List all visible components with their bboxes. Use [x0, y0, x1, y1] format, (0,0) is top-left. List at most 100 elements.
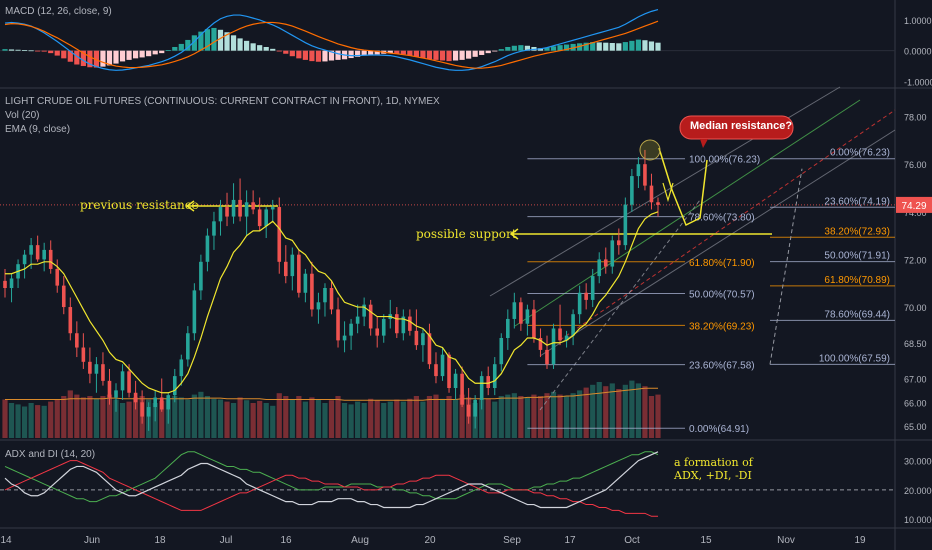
macd-histogram-bar — [459, 50, 465, 60]
candle-body — [603, 259, 608, 267]
volume-bar — [230, 403, 237, 438]
candle-body — [564, 335, 569, 341]
candle-body — [114, 390, 118, 398]
macd-histogram-bar — [531, 46, 537, 51]
volume-bar — [93, 398, 100, 438]
macd-label: MACD (12, 26, close, 9) — [5, 6, 112, 17]
volume-bar — [485, 398, 491, 438]
macd-histogram-bar — [15, 49, 21, 51]
candle-body — [186, 333, 190, 360]
candle-body — [22, 254, 27, 265]
macd-histogram-bar — [283, 50, 289, 54]
candle-body — [172, 376, 177, 396]
x-tick-label: Aug — [351, 535, 369, 546]
volume-bar — [185, 399, 191, 438]
x-tick-label: Oct — [624, 535, 640, 546]
macd-histogram-bar — [387, 50, 393, 54]
candle-body — [3, 280, 7, 288]
price-tick-label: 70.00 — [904, 303, 927, 313]
volume-bar — [407, 398, 413, 438]
macd-histogram-bar — [400, 50, 406, 55]
volume-bar — [590, 384, 596, 438]
volume-bar — [368, 398, 374, 438]
candle-body — [362, 304, 366, 317]
macd-histogram-bar — [616, 43, 622, 51]
candle-body — [94, 364, 99, 374]
volume-bar — [511, 393, 517, 438]
candle-body — [48, 249, 53, 269]
candle-body — [368, 304, 373, 329]
channel-lower — [539, 129, 896, 357]
volume-bar — [335, 396, 341, 438]
macd-histogram-bar — [74, 50, 80, 65]
vol-label: Vol (20) — [5, 110, 40, 121]
volume-bar — [479, 399, 485, 438]
x-tick-label: 17 — [564, 535, 576, 546]
x-tick-label: 18 — [154, 535, 166, 546]
macd-histogram-bar — [518, 45, 524, 51]
volume-bar — [87, 396, 93, 438]
candle-body — [355, 316, 360, 324]
volume-bar — [622, 384, 628, 438]
candle-body — [199, 261, 203, 291]
macd-histogram-bar — [198, 31, 204, 51]
candle-body — [225, 207, 229, 217]
macd-histogram-bar — [126, 50, 132, 60]
macd-histogram-bar — [191, 35, 197, 51]
candle-body — [81, 347, 86, 362]
macd-histogram-bar — [642, 40, 648, 51]
candle-body — [584, 292, 588, 300]
fib-right-level-label: 78.60%(69.44) — [824, 309, 890, 320]
macd-histogram-bar — [361, 50, 367, 56]
projection-arrowhead — [662, 182, 674, 203]
candle-body — [310, 273, 314, 310]
macd-histogram-bar — [439, 50, 446, 61]
macd-histogram-bar — [622, 42, 628, 51]
candle-body — [623, 204, 628, 246]
volume-bar — [159, 400, 165, 438]
price-pane: 100.00%(76.23) 78.60%(73.80) 61.80%(71.90)… — [0, 86, 896, 438]
macd-histogram-bar — [289, 50, 295, 57]
candle-body — [512, 302, 517, 319]
candle-body — [525, 309, 530, 324]
macd-histogram-bar — [583, 42, 589, 51]
volume-bar — [54, 399, 60, 438]
volume-bar — [48, 401, 54, 438]
macd-histogram-bar — [446, 50, 452, 62]
price-tick-label: 65.00 — [904, 422, 927, 432]
candle-body — [545, 349, 549, 365]
volume-bar — [211, 398, 217, 438]
candle-body — [75, 333, 79, 348]
candle-body — [447, 354, 451, 388]
macd-histogram-bar — [93, 50, 100, 68]
macd-histogram-bar — [296, 50, 302, 59]
candle-body — [205, 235, 210, 262]
macd-histogram-bar — [335, 50, 341, 60]
top-highlight-circle — [639, 139, 661, 161]
candle-body — [68, 307, 73, 334]
volume-bar — [15, 404, 21, 438]
candle-body — [244, 202, 249, 217]
candle-body — [401, 316, 406, 334]
candle-body — [656, 202, 660, 205]
macd-histogram-bar — [211, 27, 217, 51]
macd-histogram-bar — [270, 48, 276, 51]
volume-bar — [498, 396, 504, 438]
minus-di-line — [4, 460, 658, 517]
adx-pane — [0, 451, 895, 517]
candle-body — [218, 207, 223, 222]
macd-line — [4, 8, 659, 71]
volume-bar — [557, 394, 563, 438]
lower-dashed-line — [539, 199, 701, 411]
candle-body — [323, 288, 327, 303]
adx-line — [4, 451, 659, 509]
candle-body — [283, 261, 288, 277]
volume-bar — [250, 403, 256, 438]
candle-body — [212, 221, 216, 236]
volume-bar — [106, 394, 113, 438]
volume-bar — [113, 399, 119, 438]
candle-body — [479, 376, 484, 400]
candle-body — [133, 392, 138, 403]
candle-body — [153, 397, 157, 408]
